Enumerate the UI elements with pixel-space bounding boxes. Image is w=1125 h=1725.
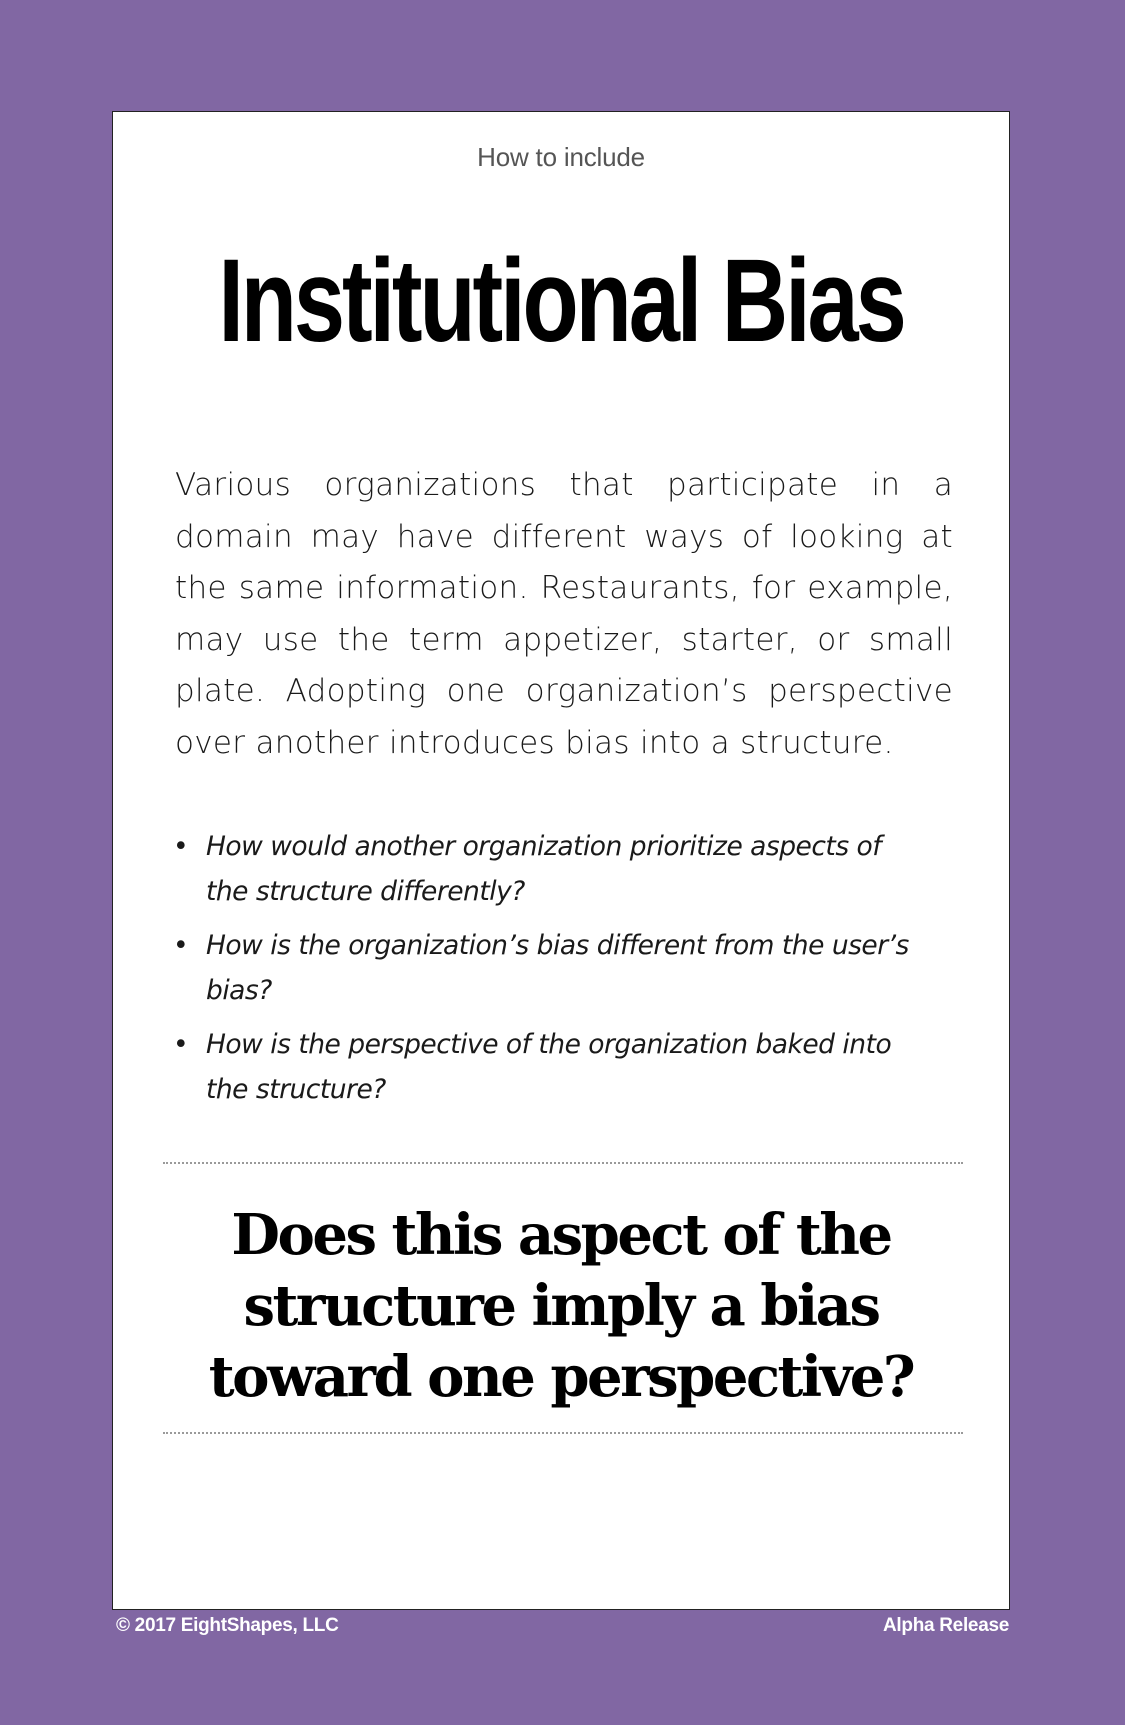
question-item: • How is the perspective of the organizat… [173, 1022, 913, 1112]
question-text: How is the perspective of the organizati… [206, 1029, 892, 1105]
question-item: • How would another organization prioriti… [173, 824, 913, 914]
question-list: • How would another organization prioriti… [173, 824, 913, 1121]
dotted-divider [163, 1432, 963, 1434]
bullet-icon: • [173, 930, 189, 961]
card-eyebrow: How to include [477, 142, 645, 172]
footer-release: Alpha Release [883, 1615, 1009, 1636]
bullet-icon: • [173, 831, 189, 862]
dotted-divider [163, 1162, 963, 1164]
card-title: Institutional Bias [218, 235, 906, 367]
question-text: How is the organization’s bias different… [206, 930, 909, 1006]
card: How to include Institutional Bias Variou… [112, 111, 1010, 1610]
card-prompt: Does this aspect of the structure imply … [208, 1202, 916, 1410]
card-description: Various organizations that participate i… [175, 467, 953, 761]
question-item: • How is the organization’s bias differen… [173, 923, 913, 1013]
footer-copyright: © 2017 EightShapes, LLC [116, 1615, 339, 1636]
question-text: How would another organization prioritiz… [206, 831, 882, 907]
bullet-icon: • [173, 1029, 189, 1060]
